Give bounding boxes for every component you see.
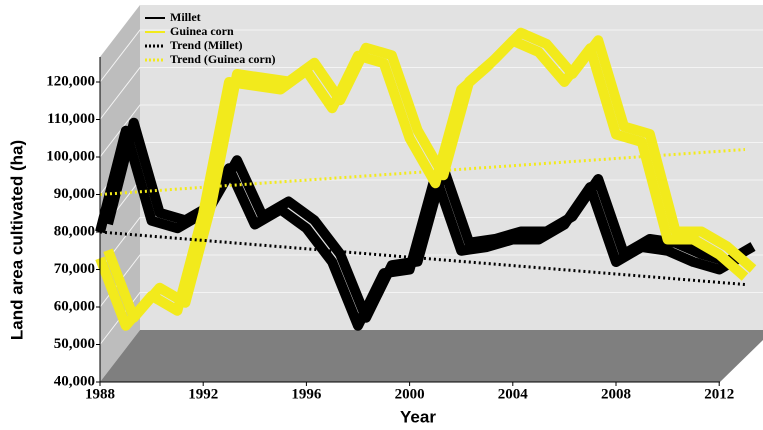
grid-line [99,292,763,345]
y-tick-label: 110,000 [47,111,95,127]
y-tick-label: 70,000 [54,261,95,277]
y-axis-label: Land area cultivated (ha) [7,140,26,340]
y-tick-label: 120,000 [46,73,95,89]
legend-label: Millet [170,10,201,24]
x-tick-label: 2008 [601,386,631,402]
x-tick-label: 2004 [498,386,529,402]
grid-line [99,104,763,158]
ribbon-depth [103,27,757,323]
x-axis-label: Year [400,407,436,426]
y-tick-label: 80,000 [54,223,95,239]
floor [100,330,763,382]
x-tick-label: 1992 [188,386,218,402]
y-tick-label: 100,000 [46,148,95,164]
series-line [95,35,749,331]
x-tick-label: 1996 [291,386,322,402]
x-tick-label: 2000 [395,386,425,402]
y-tick-label: 90,000 [54,186,95,202]
legend-label: Trend (Millet) [170,38,243,52]
y-tick-label: 60,000 [54,298,95,314]
legend-label: Guinea corn [170,24,234,38]
x-tick-label: 2012 [704,386,734,402]
y-tick-label: 40,000 [54,373,95,389]
y-tick-label: 50,000 [54,336,95,352]
legend-label: Trend (Guinea corn) [170,52,276,66]
x-tick-label: 1988 [85,386,115,402]
grid-line [99,29,763,83]
